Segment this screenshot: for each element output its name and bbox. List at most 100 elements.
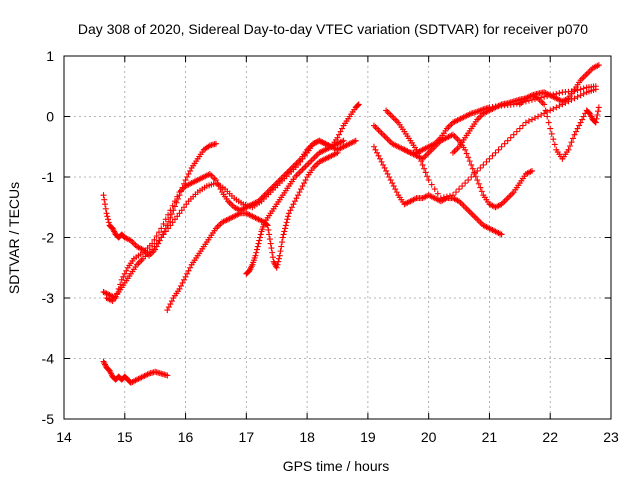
data-point [103,210,110,217]
data-point [372,124,379,131]
data-point [445,124,452,131]
data-point [158,234,165,241]
data-point [571,95,578,102]
data-point [121,270,128,277]
data-point [501,198,508,205]
series-track-5 [164,137,347,314]
data-point [255,240,262,247]
data-point [165,218,172,225]
data-point [355,101,362,108]
data-point [548,130,555,137]
data-point [486,155,493,162]
data-point [297,158,304,165]
data-point [283,219,290,226]
data-point [257,231,264,238]
data-point [185,267,192,274]
data-point [310,155,317,162]
data-point [375,152,382,159]
data-point [474,216,481,223]
data-point [171,198,178,205]
data-point [234,205,241,212]
data-point [136,245,143,252]
data-point [393,118,400,125]
data-point [168,298,175,305]
data-point [462,146,469,153]
data-point [463,150,470,157]
data-point [256,237,263,244]
data-point [153,240,160,247]
data-point [374,149,381,156]
data-point [574,125,581,132]
data-point [475,115,482,122]
data-point [313,152,320,159]
data-point [453,189,460,196]
data-point [183,201,190,208]
data-point [162,228,169,235]
data-point [547,125,554,132]
data-point [424,173,431,180]
data-point [424,151,431,158]
data-point [501,140,508,147]
data-point [446,192,453,199]
data-point [519,122,526,129]
data-point [165,304,172,311]
data-point [299,166,306,173]
data-point [551,141,558,148]
data-point [592,118,599,125]
data-point [293,172,300,179]
data-point [214,223,221,230]
data-point [174,193,181,200]
data-point [386,110,393,117]
data-point [274,261,281,268]
data-point [532,115,539,122]
data-point [489,152,496,159]
data-point [383,134,390,141]
data-point [565,146,572,153]
data-point [176,210,183,217]
data-point [308,157,315,164]
data-point [468,161,475,168]
data-point [504,195,511,202]
data-point [595,62,602,69]
data-point [383,107,390,114]
data-point [136,258,143,265]
data-point [386,137,393,144]
data-point [507,134,514,141]
data-point [377,128,384,135]
data-point [522,119,529,126]
data-point [187,264,194,271]
data-point [582,72,589,79]
series-track-12 [516,92,602,162]
data-point [173,199,180,206]
plot-frame [63,55,612,420]
data-point [226,199,233,206]
data-point [284,169,291,176]
data-point [150,248,157,255]
data-point [436,136,443,143]
data-point [477,184,484,191]
data-point [422,169,429,176]
data-point [228,201,235,208]
data-point [472,214,479,221]
data-point [495,146,502,153]
x-tick-label: 20 [421,429,437,445]
data-point [160,220,167,227]
data-point [100,192,107,199]
series-track-4 [103,137,359,305]
data-point [334,149,341,156]
data-point [285,210,292,217]
data-point [471,213,478,220]
data-point [184,174,191,180]
data-point [208,172,215,179]
data-point [182,177,189,184]
data-point [215,222,222,229]
x-tick-label: 22 [542,429,558,445]
data-point [583,71,590,78]
data-point [164,307,171,314]
data-point [279,174,286,180]
data-point [336,131,343,138]
data-point [480,161,487,168]
data-point [383,167,390,174]
data-point [466,158,473,165]
x-tick-label: 14 [56,429,72,445]
